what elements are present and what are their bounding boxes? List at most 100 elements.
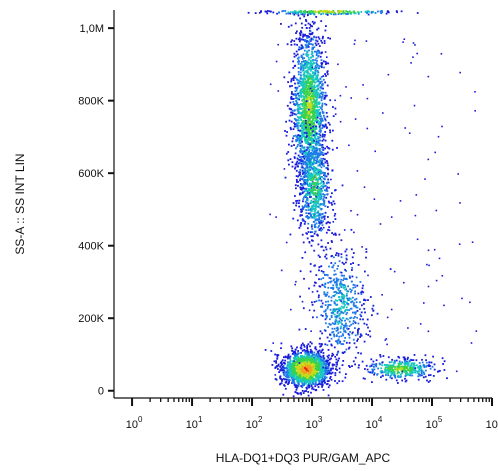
data-point [364, 299, 367, 302]
data-point [306, 197, 309, 200]
data-point [352, 286, 355, 289]
data-point [292, 375, 294, 378]
data-point [356, 340, 359, 342]
data-point [298, 112, 300, 114]
data-point [318, 174, 321, 177]
data-point [321, 315, 324, 317]
data-point [300, 123, 303, 126]
data-point [313, 369, 315, 372]
data-point [301, 169, 304, 172]
data-point [324, 133, 326, 136]
data-point [401, 365, 404, 368]
data-point [304, 114, 306, 117]
data-point [322, 378, 324, 380]
data-point [339, 308, 342, 310]
data-point [312, 118, 315, 121]
data-point [306, 171, 309, 174]
data-point [308, 94, 310, 97]
data-point [312, 235, 314, 238]
data-point [311, 352, 314, 355]
data-point [321, 153, 323, 156]
data-point [424, 354, 427, 357]
data-point [314, 70, 317, 73]
data-point [403, 369, 405, 372]
data-point [309, 96, 312, 98]
data-point [317, 210, 320, 213]
data-point [384, 364, 387, 366]
data-point [307, 14, 309, 17]
data-point [290, 145, 293, 147]
data-point [311, 228, 314, 230]
data-point [306, 155, 308, 158]
data-point [315, 374, 318, 377]
data-point [330, 296, 333, 299]
data-point [308, 119, 311, 121]
data-point [317, 71, 320, 74]
data-point [326, 366, 329, 368]
data-point [319, 182, 322, 185]
data-point [308, 178, 311, 181]
data-point [308, 379, 311, 381]
data-point [305, 114, 308, 117]
data-point [324, 343, 327, 346]
data-point [316, 191, 319, 194]
data-point [387, 365, 390, 367]
data-point [305, 94, 307, 97]
data-point [315, 364, 318, 367]
data-point [293, 378, 295, 381]
data-point [328, 361, 331, 364]
data-point [326, 274, 329, 277]
data-point [319, 189, 322, 192]
data-point [298, 60, 300, 63]
data-point [290, 40, 292, 43]
data-point [313, 170, 315, 173]
data-point [313, 135, 316, 138]
data-point [311, 154, 314, 157]
data-point [297, 184, 299, 187]
data-point [317, 350, 320, 353]
data-point [299, 147, 302, 150]
data-point [380, 10, 383, 12]
data-point [418, 368, 421, 371]
data-point [306, 237, 309, 240]
data-point [299, 136, 302, 139]
data-point [338, 233, 341, 236]
data-point [300, 114, 303, 117]
data-point [337, 289, 340, 292]
data-point [316, 179, 319, 182]
data-point [302, 151, 304, 153]
data-point [297, 107, 299, 109]
data-point [292, 352, 295, 354]
data-point [311, 48, 314, 50]
data-point [406, 363, 409, 366]
data-point [297, 154, 300, 157]
data-point [312, 191, 314, 194]
data-point [306, 366, 309, 368]
data-point [300, 139, 303, 141]
data-point [362, 377, 365, 380]
data-point [324, 367, 327, 369]
data-point [316, 374, 319, 376]
data-point [306, 79, 309, 82]
data-point [295, 140, 298, 142]
data-point [327, 349, 330, 351]
data-point [313, 353, 316, 356]
data-point [317, 362, 320, 365]
data-point [407, 369, 409, 372]
data-point [345, 277, 347, 280]
data-point [339, 284, 341, 287]
data-point [337, 321, 340, 324]
data-point [321, 381, 324, 384]
data-point [300, 188, 303, 191]
data-point [337, 315, 340, 318]
data-point [322, 35, 324, 38]
data-point [317, 355, 320, 358]
data-point [359, 318, 362, 321]
data-point [315, 203, 317, 206]
data-point [405, 374, 408, 376]
data-point [380, 371, 383, 374]
data-point [311, 372, 313, 374]
data-point [311, 138, 314, 141]
data-point [310, 368, 313, 370]
data-point [314, 162, 317, 165]
